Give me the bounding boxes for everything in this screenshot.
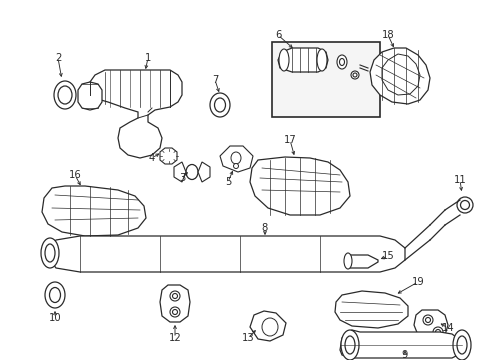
Ellipse shape (343, 253, 351, 269)
Ellipse shape (352, 73, 356, 77)
Ellipse shape (425, 318, 429, 323)
Ellipse shape (49, 288, 61, 302)
Text: 4: 4 (148, 153, 155, 163)
Ellipse shape (45, 282, 65, 308)
Ellipse shape (460, 201, 468, 210)
Text: 2: 2 (55, 53, 61, 63)
Ellipse shape (214, 98, 225, 112)
Ellipse shape (185, 165, 198, 180)
Polygon shape (198, 162, 209, 182)
Polygon shape (220, 146, 252, 172)
Text: 1: 1 (144, 53, 151, 63)
Ellipse shape (233, 163, 238, 168)
Bar (271, 42, 379, 117)
Ellipse shape (456, 197, 472, 213)
Polygon shape (278, 48, 327, 72)
Text: 19: 19 (411, 277, 424, 287)
Ellipse shape (172, 293, 177, 298)
Ellipse shape (336, 55, 346, 69)
Ellipse shape (350, 71, 358, 79)
Text: 10: 10 (49, 313, 61, 323)
Ellipse shape (262, 318, 278, 336)
Polygon shape (369, 48, 429, 104)
Polygon shape (78, 82, 102, 110)
Ellipse shape (41, 238, 59, 268)
Polygon shape (381, 54, 419, 95)
Polygon shape (249, 311, 285, 341)
Ellipse shape (170, 291, 180, 301)
Text: 18: 18 (381, 30, 393, 40)
Text: 9: 9 (401, 350, 407, 360)
Ellipse shape (209, 93, 229, 117)
Ellipse shape (456, 336, 466, 354)
Ellipse shape (345, 336, 354, 354)
Text: 6: 6 (274, 30, 281, 40)
Text: 11: 11 (453, 175, 466, 185)
Text: 14: 14 (441, 323, 453, 333)
Text: 17: 17 (283, 135, 296, 145)
Ellipse shape (435, 329, 440, 334)
Text: 5: 5 (224, 177, 231, 187)
Ellipse shape (452, 330, 470, 360)
Ellipse shape (45, 244, 55, 262)
Polygon shape (160, 285, 190, 322)
Ellipse shape (340, 330, 358, 360)
Text: 8: 8 (262, 223, 267, 233)
Ellipse shape (316, 49, 326, 71)
Ellipse shape (279, 49, 288, 71)
Polygon shape (90, 70, 182, 158)
Ellipse shape (172, 310, 177, 315)
Polygon shape (347, 255, 377, 268)
Text: 15: 15 (381, 251, 393, 261)
Polygon shape (413, 310, 447, 340)
Ellipse shape (170, 307, 180, 317)
Text: 7: 7 (211, 75, 218, 85)
Ellipse shape (58, 86, 72, 104)
Ellipse shape (230, 152, 241, 164)
Polygon shape (334, 291, 407, 328)
Text: 13: 13 (241, 333, 254, 343)
Polygon shape (174, 162, 185, 182)
Ellipse shape (432, 327, 442, 337)
Ellipse shape (54, 81, 76, 109)
Polygon shape (249, 157, 349, 215)
Ellipse shape (339, 58, 344, 66)
Polygon shape (339, 330, 461, 358)
Polygon shape (42, 186, 146, 236)
Polygon shape (160, 148, 177, 164)
Text: 3: 3 (179, 173, 185, 183)
Text: 16: 16 (68, 170, 81, 180)
Text: 12: 12 (168, 333, 181, 343)
Ellipse shape (422, 315, 432, 325)
Polygon shape (44, 236, 404, 272)
